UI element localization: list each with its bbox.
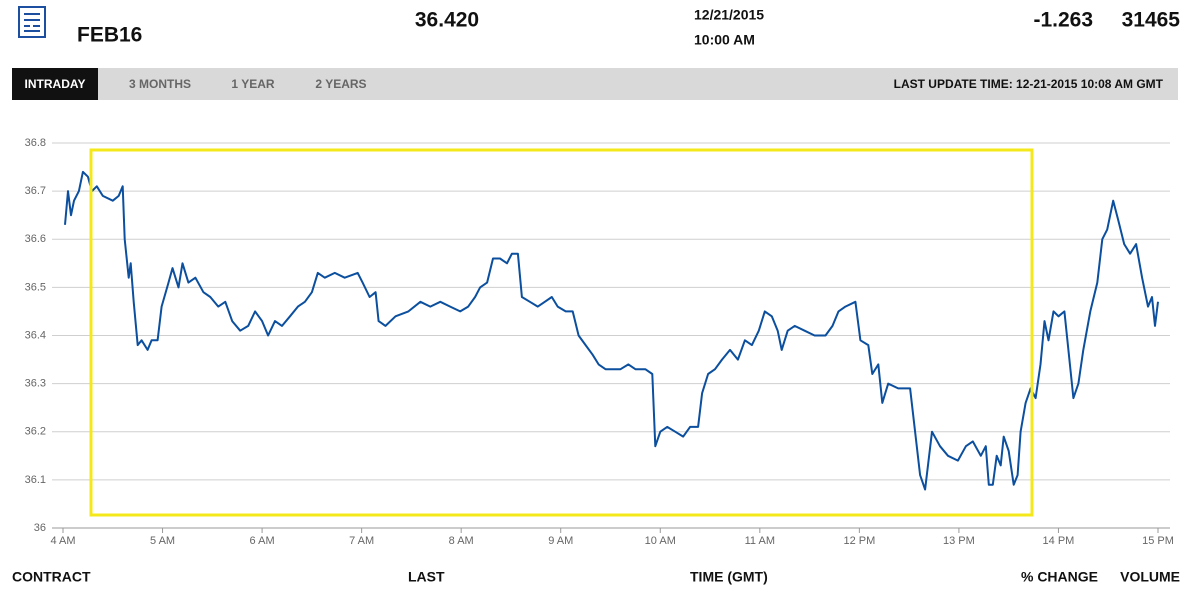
highlight-box [89,148,1034,517]
footer-label: LAST [408,569,445,585]
tab-bar [12,68,1178,100]
time: 10:00 AM [694,32,755,48]
tab[interactable]: INTRADAY [25,77,86,91]
tab[interactable]: 3 MONTHS [129,77,191,91]
footer-label: CONTRACT [12,569,91,585]
y-tick-label: 36.3 [25,378,46,390]
x-tick-label: 5 AM [150,535,175,547]
x-tick-label: 11 AM [745,535,775,547]
y-tick-label: 36.4 [25,329,46,341]
y-tick-label: 36 [34,522,46,534]
x-tick-label: 4 AM [50,535,75,547]
last-update: LAST UPDATE TIME: 12-21-2015 10:08 AM GM… [894,77,1164,91]
x-tick-label: 8 AM [449,535,474,547]
tabs: INTRADAY 3 MONTHS 1 YEAR 2 YEARS [12,68,367,100]
y-tick-label: 36.5 [25,281,46,293]
y-tick-label: 36.7 [25,185,46,197]
contract: FEB16 [77,24,142,47]
x-tick-label: 14 PM [1043,535,1075,547]
x-tick-label: 15 PM [1142,535,1174,547]
plot: 36 36.1 36.2 36.3 36.4 36.5 36.6 36.7 36.8 4 AM 5 … [25,137,1174,547]
tab-active[interactable] [12,68,98,100]
tab[interactable]: 2 YEARS [315,77,366,91]
y-tick-label: 36.8 [25,137,46,149]
x-tick-label: 9 AM [548,535,573,547]
date: 12/21/2015 [694,7,764,23]
change: -1.263 [1033,9,1093,32]
report-icon [18,6,46,38]
footer-label: TIME (GMT) [690,569,768,585]
x-tick-label: 12 PM [843,535,875,547]
x-tick-label: 13 PM [943,535,975,547]
price-line [64,170,1159,491]
y-tick-label: 36.2 [25,426,46,438]
x-tick-label: 6 AM [250,535,275,547]
footer-label: % CHANGE [1021,569,1098,585]
tab[interactable]: 1 YEAR [231,77,274,91]
y-tick-label: 36.1 [25,474,46,486]
x-tick-label: 10 AM [645,535,676,547]
footer-label: VOLUME [1120,569,1180,585]
volume: 31465 [1122,9,1181,32]
last-price: 36.420 [415,9,479,32]
y-tick-label: 36.6 [25,233,46,245]
x-tick-label: 7 AM [349,535,374,547]
